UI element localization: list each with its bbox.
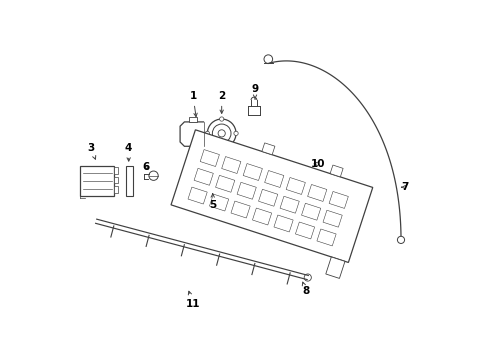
Circle shape — [304, 274, 311, 281]
Bar — [80, 166, 114, 196]
Circle shape — [212, 124, 231, 143]
Polygon shape — [171, 130, 373, 262]
Polygon shape — [308, 184, 327, 202]
Polygon shape — [323, 210, 342, 227]
Text: 7: 7 — [401, 182, 408, 192]
Text: 10: 10 — [311, 159, 326, 169]
Text: 8: 8 — [302, 282, 310, 296]
Bar — [189, 117, 197, 122]
Text: 6: 6 — [143, 162, 150, 172]
Polygon shape — [280, 196, 299, 213]
Circle shape — [397, 236, 405, 243]
Polygon shape — [188, 187, 207, 204]
Polygon shape — [317, 229, 336, 246]
Polygon shape — [231, 201, 250, 218]
Circle shape — [220, 145, 224, 150]
Polygon shape — [301, 203, 321, 220]
Bar — [125, 166, 133, 197]
Text: 3: 3 — [87, 143, 96, 159]
Bar — [114, 177, 119, 183]
Polygon shape — [200, 150, 220, 167]
Polygon shape — [326, 257, 345, 278]
Text: 9: 9 — [251, 84, 259, 99]
Bar — [211, 173, 216, 178]
Polygon shape — [262, 143, 275, 155]
Polygon shape — [221, 157, 241, 174]
Bar — [219, 173, 223, 178]
Bar — [211, 181, 216, 186]
Circle shape — [220, 117, 224, 121]
Bar — [219, 181, 223, 186]
Polygon shape — [286, 177, 305, 194]
Bar — [200, 169, 225, 190]
Circle shape — [149, 171, 158, 180]
Bar — [114, 186, 119, 193]
Polygon shape — [274, 215, 293, 232]
Polygon shape — [259, 189, 278, 206]
Polygon shape — [243, 163, 262, 180]
Bar — [225, 176, 229, 183]
Polygon shape — [330, 165, 343, 177]
Polygon shape — [252, 208, 271, 225]
Bar — [114, 167, 119, 174]
Polygon shape — [194, 168, 213, 185]
Polygon shape — [210, 194, 229, 211]
Polygon shape — [237, 182, 256, 199]
Circle shape — [205, 131, 210, 135]
Circle shape — [218, 130, 225, 137]
Polygon shape — [295, 222, 315, 239]
Text: 11: 11 — [186, 291, 200, 309]
Polygon shape — [265, 171, 284, 188]
Circle shape — [234, 131, 238, 135]
Text: 4: 4 — [125, 143, 132, 161]
Circle shape — [207, 119, 236, 148]
Text: 1: 1 — [189, 91, 197, 117]
Bar — [190, 146, 196, 150]
Text: 2: 2 — [218, 91, 225, 113]
Bar — [204, 181, 208, 186]
Circle shape — [264, 55, 272, 63]
Bar — [204, 173, 208, 178]
Polygon shape — [216, 175, 235, 192]
Polygon shape — [329, 192, 348, 208]
Text: 5: 5 — [209, 194, 217, 210]
